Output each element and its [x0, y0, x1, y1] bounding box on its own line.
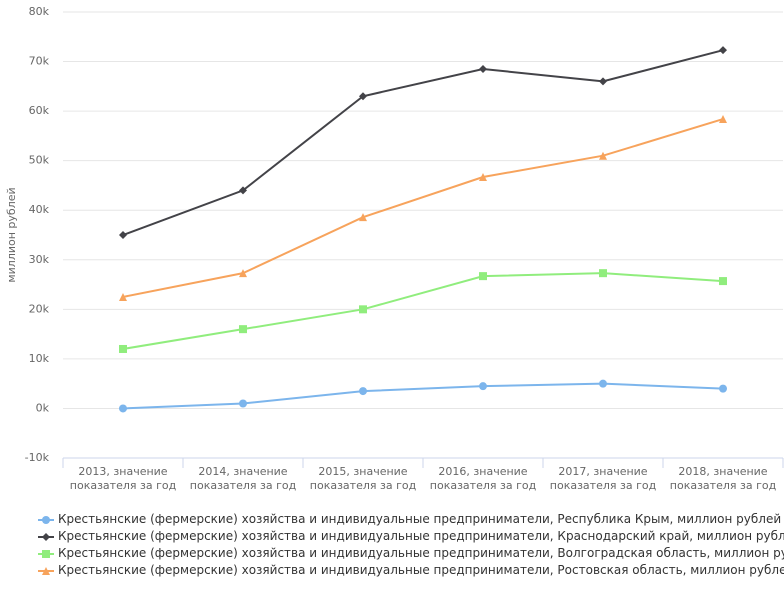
marker: [479, 64, 487, 73]
marker: [719, 115, 727, 124]
legend-symbol: [38, 532, 54, 541]
y-tick-label: 80k: [29, 5, 50, 18]
marker: [239, 325, 247, 334]
series-line: [122, 49, 724, 236]
x-tick-label: 2014, значение показателя за год: [189, 465, 297, 492]
legend-label: Крестьянские (фермерские) хозяйства и ин…: [58, 546, 784, 560]
y-tick-label: 30k: [29, 253, 50, 266]
y-tick-label: -10k: [25, 451, 50, 464]
legend-label: Крестьянские (фермерские) хозяйства и ин…: [58, 529, 784, 543]
legend-label: Крестьянские (фермерские) хозяйства и ин…: [58, 512, 782, 526]
marker: [119, 231, 127, 239]
marker: [359, 213, 367, 222]
legend-symbol: [38, 549, 54, 558]
marker: [599, 77, 607, 86]
x-tick-label: 2016, значение показателя за год: [429, 465, 537, 492]
y-tick-label: 40k: [29, 203, 50, 216]
marker: [239, 269, 247, 278]
series-line: [122, 382, 724, 410]
marker: [42, 566, 50, 575]
marker: [599, 379, 607, 388]
marker: [479, 173, 487, 182]
series-line: [122, 118, 724, 298]
marker: [719, 46, 727, 55]
marker: [359, 92, 367, 101]
marker: [42, 549, 50, 558]
y-tick-label: 20k: [29, 302, 50, 315]
marker: [359, 305, 367, 314]
marker: [239, 399, 247, 408]
legend-label: Крестьянские (фермерские) хозяйства и ин…: [58, 563, 784, 577]
legend-item: Крестьянские (фермерские) хозяйства и ин…: [38, 562, 784, 579]
marker: [119, 344, 127, 353]
y-tick-label: 0k: [36, 401, 50, 414]
marker: [119, 292, 127, 301]
marker: [239, 186, 247, 195]
marker: [479, 382, 487, 391]
marker: [479, 272, 487, 281]
marker: [599, 151, 607, 160]
legend-symbol: [38, 515, 54, 524]
marker: [719, 384, 727, 393]
x-tick-label: 2013, значение показателя за год: [69, 465, 177, 492]
y-axis-title: миллион рублей: [5, 187, 18, 282]
x-tick-label: 2015, значение показателя за год: [309, 465, 417, 492]
marker: [599, 269, 607, 278]
y-tick-label: 50k: [29, 154, 50, 167]
series-line: [122, 272, 724, 350]
marker: [359, 387, 367, 396]
marker: [42, 515, 50, 524]
legend-item: Крестьянские (фермерские) хозяйства и ин…: [38, 545, 784, 562]
y-tick-label: 10k: [29, 352, 50, 365]
legend-item: Крестьянские (фермерские) хозяйства и ин…: [38, 511, 781, 528]
y-tick-label: 60k: [29, 104, 50, 117]
x-tick-label: 2017, значение показателя за год: [549, 465, 657, 492]
legend-item: Крестьянские (фермерские) хозяйства и ин…: [38, 528, 784, 545]
marker: [42, 532, 50, 541]
y-tick-label: 70k: [29, 55, 50, 68]
marker: [719, 277, 727, 286]
marker: [119, 404, 127, 413]
legend-symbol: [38, 566, 54, 575]
x-tick-label: 2018, значение показателя за год: [669, 465, 777, 492]
